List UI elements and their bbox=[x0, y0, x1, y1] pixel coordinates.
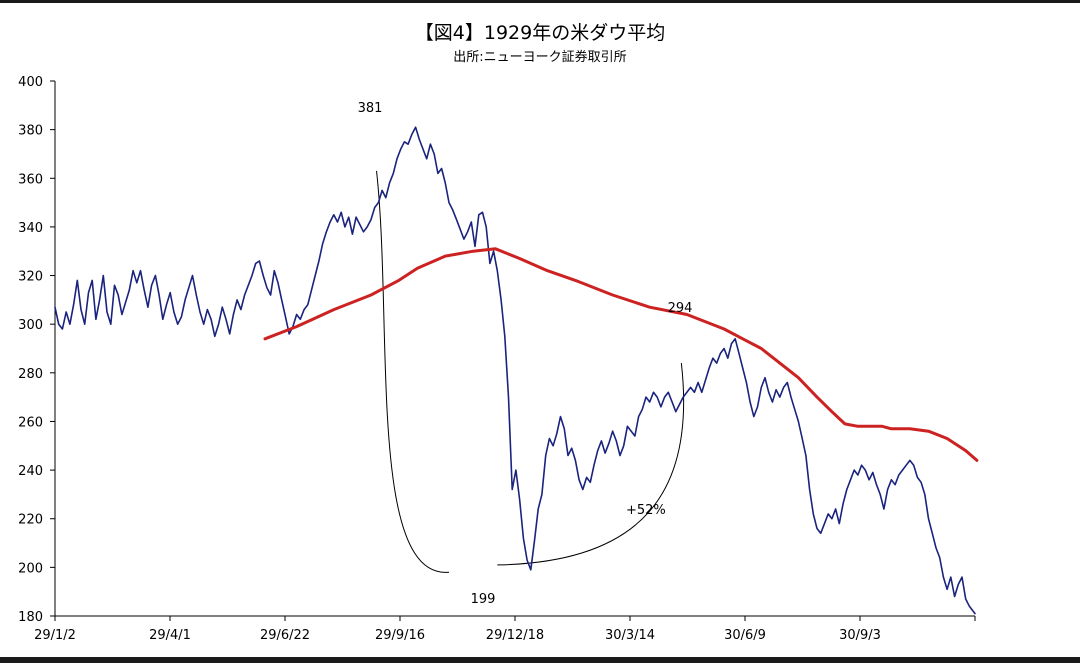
y-tick-label: 340 bbox=[18, 221, 43, 236]
axes: 180 200 220 240 260 280 300 320 340 360 380 400 29/1… bbox=[18, 75, 976, 643]
y-tick-label: 380 bbox=[18, 124, 43, 139]
x-tick-label: 29/4/1 bbox=[149, 628, 191, 643]
gain-label: +52% bbox=[626, 503, 666, 518]
moving-average-line bbox=[263, 247, 979, 462]
x-tick-label: 30/3/14 bbox=[605, 628, 655, 643]
annotation-curves bbox=[376, 170, 685, 573]
y-tick-label: 280 bbox=[18, 367, 43, 382]
y-tick-label: 320 bbox=[18, 270, 43, 285]
y-tick-label: 260 bbox=[18, 415, 43, 430]
x-tick-label: 29/9/16 bbox=[375, 628, 425, 643]
y-tick-label: 180 bbox=[18, 610, 43, 625]
chart-subtitle: 出所:ニューヨーク証券取引所 bbox=[453, 50, 627, 65]
decline-arc bbox=[376, 170, 450, 573]
x-tick-label: 30/9/3 bbox=[839, 628, 881, 643]
y-tick-label: 400 bbox=[18, 75, 43, 90]
y-tick-label: 360 bbox=[18, 172, 43, 187]
trough-label: 199 bbox=[471, 592, 496, 607]
x-tick-label: 29/1/2 bbox=[34, 628, 76, 643]
x-tick-label: 30/6/9 bbox=[724, 628, 766, 643]
x-tick-label: 29/12/18 bbox=[486, 628, 544, 643]
y-tick-label: 240 bbox=[18, 464, 43, 479]
x-tick-label: 29/6/22 bbox=[260, 628, 310, 643]
y-tick-label: 200 bbox=[18, 561, 43, 576]
top-border bbox=[0, 0, 1080, 3]
dow-price-line bbox=[54, 126, 976, 615]
series-layer bbox=[54, 126, 979, 615]
y-tick-label: 220 bbox=[18, 513, 43, 528]
y-tick-label: 300 bbox=[18, 318, 43, 333]
peak-label: 381 bbox=[358, 101, 383, 116]
chart-title: 【図4】1929年の米ダウ平均 bbox=[414, 22, 666, 44]
annotation-layer: 381 199 294 +52% bbox=[358, 101, 693, 607]
rebound-peak-label: 294 bbox=[668, 301, 693, 316]
recovery-arc bbox=[497, 363, 685, 566]
bottom-border bbox=[0, 657, 1080, 663]
